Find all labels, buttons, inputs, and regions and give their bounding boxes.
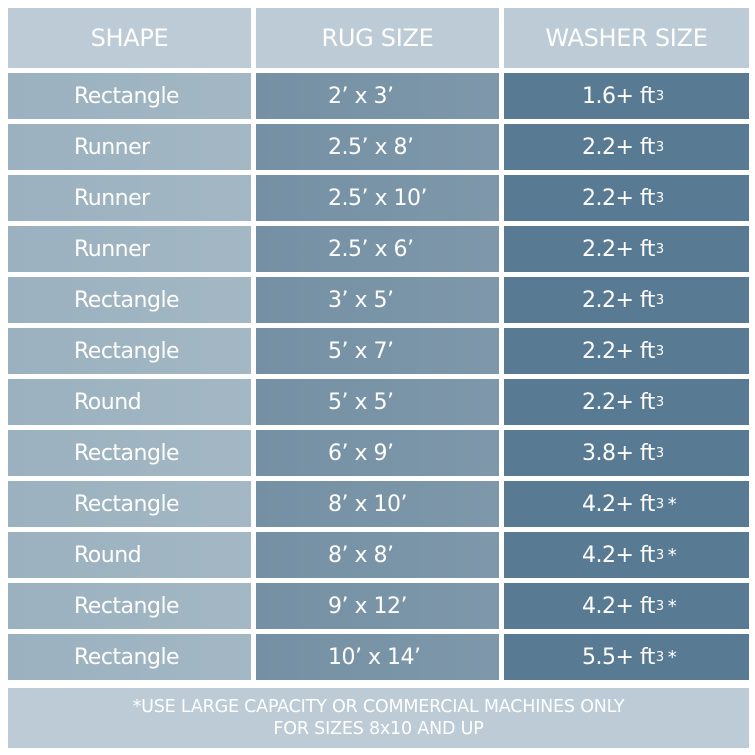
exponent: 3 bbox=[655, 547, 664, 563]
exponent: 3 bbox=[655, 649, 664, 665]
exponent: 3 bbox=[655, 496, 664, 512]
shape-cell: Rectangle bbox=[8, 73, 251, 119]
washer-value: 1.6+ ft bbox=[582, 83, 655, 109]
exponent: 3 bbox=[655, 343, 664, 359]
table-row: Rectangle 8’ x 10’ 4.2+ ft 3 * bbox=[8, 481, 749, 527]
table-row: Rectangle 6’ x 9’ 3.8+ ft 3 bbox=[8, 430, 749, 476]
shape-cell: Rectangle bbox=[8, 481, 251, 527]
table-row: Round 8’ x 8’ 4.2+ ft 3 * bbox=[8, 532, 749, 578]
rug-size-cell: 8’ x 8’ bbox=[256, 532, 499, 578]
header-rug-size: RUG SIZE bbox=[256, 8, 499, 68]
exponent: 3 bbox=[655, 139, 664, 155]
washer-size-cell: 2.2+ ft 3 bbox=[504, 379, 749, 425]
rug-size-cell: 5’ x 7’ bbox=[256, 328, 499, 374]
exponent: 3 bbox=[655, 88, 664, 104]
washer-size-cell: 2.2+ ft 3 bbox=[504, 277, 749, 323]
rug-size-cell: 2.5’ x 6’ bbox=[256, 226, 499, 272]
shape-cell: Rectangle bbox=[8, 583, 251, 629]
footnote-marker: * bbox=[667, 646, 677, 668]
washer-size-cell: 4.2+ ft 3 * bbox=[504, 481, 749, 527]
washer-value: 2.2+ ft bbox=[582, 287, 655, 313]
exponent: 3 bbox=[655, 394, 664, 410]
washer-size-cell: 2.2+ ft 3 bbox=[504, 124, 749, 170]
rug-size-cell: 9’ x 12’ bbox=[256, 583, 499, 629]
table-row: Rectangle 5’ x 7’ 2.2+ ft 3 bbox=[8, 328, 749, 374]
washer-value: 3.8+ ft bbox=[582, 440, 655, 466]
washer-value: 5.5+ ft bbox=[582, 644, 655, 670]
washer-value: 2.2+ ft bbox=[582, 134, 655, 160]
rug-size-cell: 2.5’ x 8’ bbox=[256, 124, 499, 170]
washer-value: 2.2+ ft bbox=[582, 389, 655, 415]
rug-size-cell: 5’ x 5’ bbox=[256, 379, 499, 425]
shape-cell: Runner bbox=[8, 175, 251, 221]
table-row: Rectangle 9’ x 12’ 4.2+ ft 3 * bbox=[8, 583, 749, 629]
table-header: SHAPE RUG SIZE WASHER SIZE bbox=[8, 8, 749, 68]
washer-value: 2.2+ ft bbox=[582, 236, 655, 262]
rug-size-cell: 3’ x 5’ bbox=[256, 277, 499, 323]
exponent: 3 bbox=[655, 292, 664, 308]
table-row: Runner 2.5’ x 6’ 2.2+ ft 3 bbox=[8, 226, 749, 272]
rug-size-cell: 2.5’ x 10’ bbox=[256, 175, 499, 221]
washer-size-cell: 2.2+ ft 3 bbox=[504, 328, 749, 374]
shape-cell: Rectangle bbox=[8, 430, 251, 476]
exponent: 3 bbox=[655, 598, 664, 614]
footnote: *USE LARGE CAPACITY OR COMMERCIAL MACHIN… bbox=[8, 688, 749, 748]
exponent: 3 bbox=[655, 190, 664, 206]
rug-size-cell: 6’ x 9’ bbox=[256, 430, 499, 476]
washer-size-cell: 1.6+ ft 3 bbox=[504, 73, 749, 119]
washer-size-cell: 5.5+ ft 3 * bbox=[504, 634, 749, 680]
header-washer-size: WASHER SIZE bbox=[504, 8, 749, 68]
footnote-line-2: FOR SIZES 8x10 AND UP bbox=[273, 719, 484, 739]
washer-value: 4.2+ ft bbox=[582, 491, 655, 517]
exponent: 3 bbox=[655, 241, 664, 257]
washer-size-cell: 4.2+ ft 3 * bbox=[504, 532, 749, 578]
rug-size-cell: 10’ x 14’ bbox=[256, 634, 499, 680]
washer-size-cell: 4.2+ ft 3 * bbox=[504, 583, 749, 629]
footnote-line-1: *USE LARGE CAPACITY OR COMMERCIAL MACHIN… bbox=[132, 697, 625, 717]
table-row: Rectangle 10’ x 14’ 5.5+ ft 3 * bbox=[8, 634, 749, 680]
shape-cell: Round bbox=[8, 379, 251, 425]
washer-value: 2.2+ ft bbox=[582, 185, 655, 211]
washer-value: 2.2+ ft bbox=[582, 338, 655, 364]
shape-cell: Runner bbox=[8, 226, 251, 272]
table-row: Runner 2.5’ x 10’ 2.2+ ft 3 bbox=[8, 175, 749, 221]
rug-size-cell: 2’ x 3’ bbox=[256, 73, 499, 119]
exponent: 3 bbox=[655, 445, 664, 461]
washer-value: 4.2+ ft bbox=[582, 593, 655, 619]
washer-size-cell: 2.2+ ft 3 bbox=[504, 226, 749, 272]
shape-cell: Rectangle bbox=[8, 277, 251, 323]
washer-size-cell: 3.8+ ft 3 bbox=[504, 430, 749, 476]
rug-size-cell: 8’ x 10’ bbox=[256, 481, 499, 527]
shape-cell: Round bbox=[8, 532, 251, 578]
shape-cell: Rectangle bbox=[8, 328, 251, 374]
washer-size-cell: 2.2+ ft 3 bbox=[504, 175, 749, 221]
header-shape: SHAPE bbox=[8, 8, 251, 68]
footnote-marker: * bbox=[667, 493, 677, 515]
shape-cell: Runner bbox=[8, 124, 251, 170]
footnote-marker: * bbox=[667, 544, 677, 566]
table-row: Runner 2.5’ x 8’ 2.2+ ft 3 bbox=[8, 124, 749, 170]
footnote-marker: * bbox=[667, 595, 677, 617]
rug-washer-size-table: SHAPE RUG SIZE WASHER SIZE Rectangle 2’ x… bbox=[8, 8, 749, 685]
table-row: Rectangle 3’ x 5’ 2.2+ ft 3 bbox=[8, 277, 749, 323]
washer-value: 4.2+ ft bbox=[582, 542, 655, 568]
table-row: Round 5’ x 5’ 2.2+ ft 3 bbox=[8, 379, 749, 425]
shape-cell: Rectangle bbox=[8, 634, 251, 680]
table-row: Rectangle 2’ x 3’ 1.6+ ft 3 bbox=[8, 73, 749, 119]
